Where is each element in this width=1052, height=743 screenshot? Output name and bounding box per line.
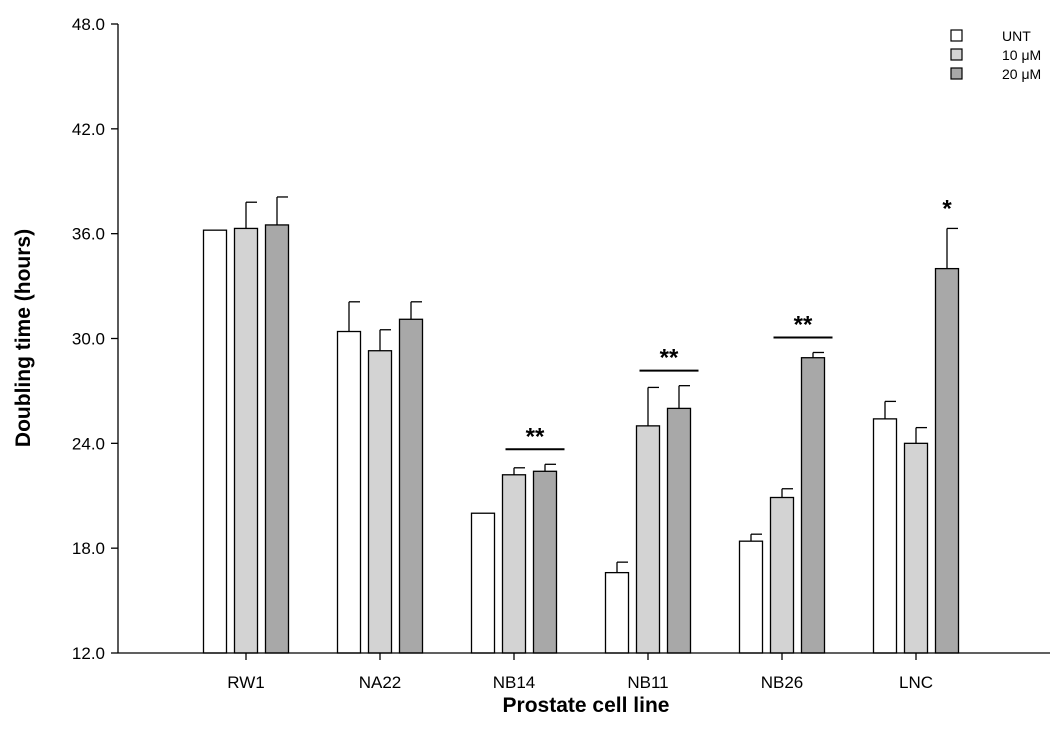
x-tick-label: NA22: [359, 673, 402, 692]
x-axis-title: Prostate cell line: [503, 694, 670, 717]
significance-label: **: [526, 423, 545, 450]
error-bars-layer: [245, 196, 958, 573]
significance-label: **: [660, 345, 679, 372]
significance-label: **: [794, 311, 813, 338]
bar-na22-unt: [336, 330, 362, 654]
legend-label: 10 μM: [1002, 47, 1041, 63]
y-axis-title: Doubling time (hours): [12, 229, 35, 447]
bar-nb26-10um: [769, 496, 795, 654]
bar-nb11-10um: [635, 425, 661, 654]
y-tick-label: 18.0: [72, 539, 105, 558]
x-tick-label: RW1: [227, 673, 264, 692]
bar-nb26-20um: [800, 357, 826, 654]
x-tick-label: NB14: [493, 673, 536, 692]
bar-rw1-unt: [202, 229, 228, 654]
bar-nb26-unt: [738, 540, 764, 654]
y-tick-label: 42.0: [72, 120, 105, 139]
x-tick-label: NB26: [761, 673, 804, 692]
bar-lnc-10um: [903, 442, 929, 654]
legend: UNT 10 μM 20 μM: [950, 28, 1041, 82]
bar-lnc-20um: [934, 267, 960, 654]
x-tick-label: NB11: [627, 673, 668, 692]
y-tick-label: 36.0: [72, 225, 105, 244]
bar-nb11-unt: [604, 571, 630, 654]
y-tick-label: 24.0: [72, 434, 105, 453]
axes-layer: 12.0 18.0 24.0 30.0 36.0 42.0 48.0 RW1 NA22 NB14 N…: [72, 15, 1050, 692]
bar-nb14-10um: [501, 474, 527, 654]
legend-label: UNT: [1002, 28, 1031, 44]
legend-swatch: [950, 67, 963, 80]
bar-nb14-20um: [532, 470, 558, 654]
y-tick-label: 48.0: [72, 15, 105, 34]
bar-lnc-unt: [872, 418, 898, 654]
significance-label: *: [942, 195, 952, 222]
bar-rw1-10um: [233, 227, 259, 654]
bar-nb14-unt: [470, 512, 496, 654]
bar-nb11-20um: [666, 407, 692, 654]
y-tick-label: 12.0: [72, 644, 105, 663]
bar-na22-10um: [367, 350, 393, 654]
y-tick-label: 30.0: [72, 330, 105, 349]
legend-swatch: [950, 29, 963, 42]
legend-swatch: [950, 48, 963, 61]
bar-rw1-20um: [264, 224, 290, 654]
bar-na22-20um: [398, 318, 424, 654]
bars-layer: [202, 224, 960, 654]
annotations-layer: *******: [505, 195, 952, 451]
x-tick-label: LNC: [899, 673, 933, 692]
legend-label: 20 μM: [1002, 66, 1041, 82]
